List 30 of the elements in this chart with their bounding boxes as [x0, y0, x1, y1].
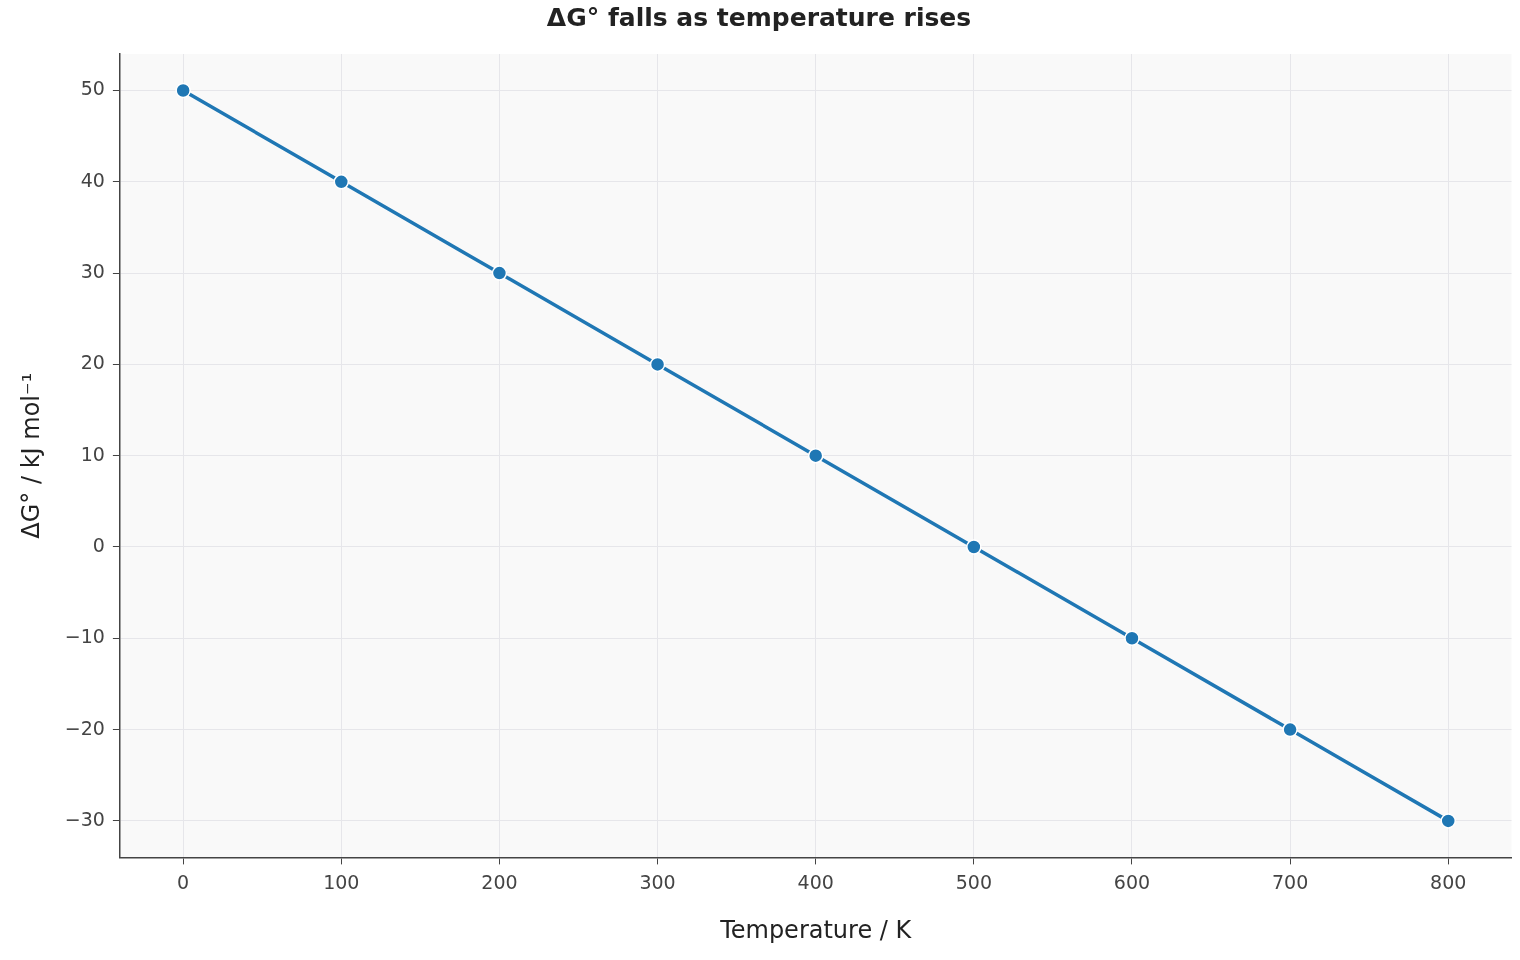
point — [491, 265, 508, 281]
point — [1440, 813, 1456, 829]
point — [649, 356, 666, 373]
point — [175, 82, 191, 99]
x-tick-label: 100 — [323, 870, 360, 893]
x-tick-label: 300 — [639, 870, 676, 893]
y-tick-label: 20 — [80, 351, 105, 374]
chart-title: ΔG° falls as temperature rises — [546, 2, 972, 32]
y-tick-label: 0 — [92, 533, 105, 556]
point — [1282, 721, 1298, 738]
x-tick-label: 400 — [797, 870, 834, 893]
point — [966, 539, 982, 555]
x-tick-label: 200 — [481, 870, 518, 893]
y-tick-label: 40 — [80, 168, 105, 191]
y-tick-label: 30 — [80, 260, 105, 283]
x-tick-label: 600 — [1113, 870, 1151, 893]
point — [1124, 630, 1140, 647]
x-tick-label: 0 — [177, 870, 190, 893]
y-tick-label: −30 — [64, 807, 105, 830]
y-tick-label: −10 — [64, 625, 105, 648]
y-tick-label: 50 — [80, 77, 105, 100]
x-tick-label: 800 — [1430, 870, 1467, 893]
point — [333, 174, 350, 190]
x-tick-label: 700 — [1271, 870, 1309, 893]
point — [807, 447, 824, 464]
y-axis-title: ΔG° / kJ mol⁻¹ — [16, 372, 45, 539]
y-tick-label: 10 — [80, 442, 105, 465]
x-axis-title: Temperature / K — [719, 915, 913, 944]
y-tick-label: −20 — [64, 716, 105, 739]
x-tick-label: 500 — [955, 870, 992, 893]
